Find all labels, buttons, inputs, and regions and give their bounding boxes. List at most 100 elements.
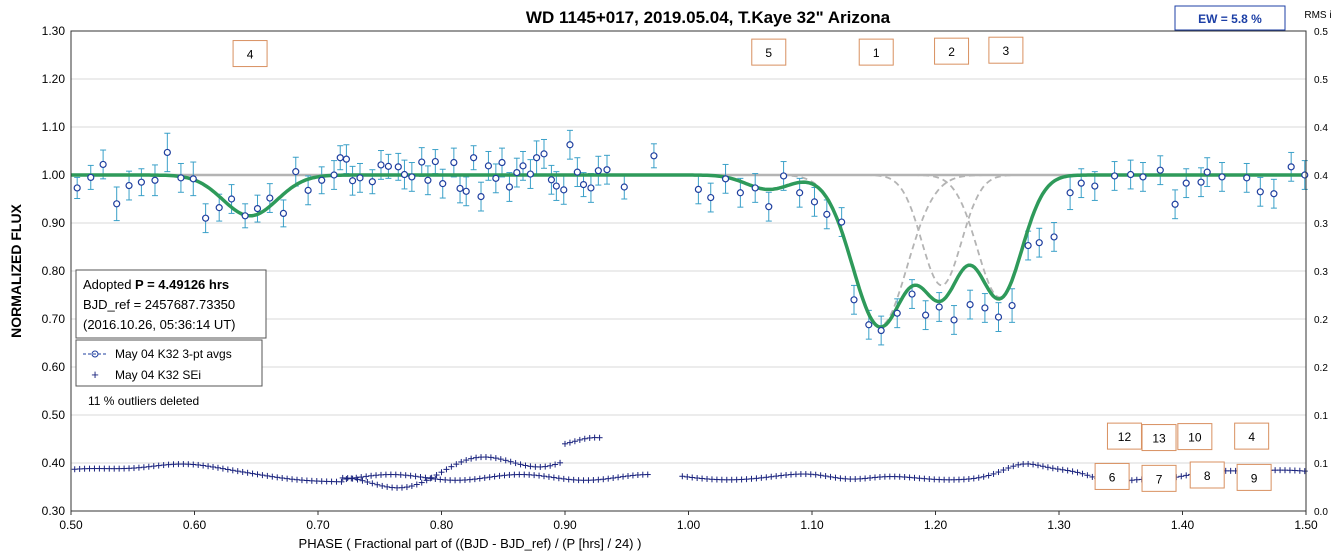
data-point — [484, 162, 493, 170]
dip-label-box — [1177, 423, 1213, 451]
data-point — [877, 326, 885, 335]
info-box-date: (2016.10.26, 05:36:14 UT) — [83, 317, 236, 332]
dip-label-box — [1106, 422, 1142, 450]
data-point — [1243, 174, 1251, 182]
x-tick-label: 0.60 — [183, 518, 207, 532]
data-point — [1287, 163, 1295, 171]
data-point — [1091, 182, 1099, 190]
x-tick-label: 0.50 — [59, 518, 83, 532]
data-point — [377, 161, 385, 169]
data-point — [266, 194, 274, 202]
data-point — [418, 158, 426, 166]
data-point — [1270, 190, 1278, 198]
data-point — [241, 212, 249, 220]
data-point — [922, 311, 930, 319]
data-point — [431, 157, 439, 166]
data-point — [1035, 239, 1043, 247]
data-point — [865, 321, 873, 329]
data-point — [560, 186, 568, 194]
dip-label: 13 — [1152, 432, 1166, 446]
ew-badge-text: EW = 5.8 % — [1198, 12, 1262, 26]
x-tick-label: 0.90 — [553, 518, 577, 532]
dip-label-box — [1236, 463, 1272, 491]
data-point — [348, 177, 357, 185]
info-box-period: P = 4.49126 hrs — [135, 277, 229, 292]
data-point — [950, 316, 958, 324]
x-tick-label: 1.00 — [677, 518, 701, 532]
y2-tick-label: 0.5 — [1314, 27, 1328, 38]
y-tick-label: 0.80 — [42, 264, 66, 278]
y-tick-label: 0.30 — [42, 504, 66, 518]
data-point — [1110, 172, 1119, 180]
y-tick-label: 0.40 — [42, 456, 66, 470]
y-tick-label: 1.30 — [42, 24, 66, 38]
data-point — [981, 304, 989, 312]
y2-tick-label: 0.4 — [1314, 123, 1328, 134]
data-point — [356, 174, 364, 182]
legend-label-avgs: May 04 K32 3-pt avgs — [115, 347, 232, 361]
data-point — [1066, 189, 1074, 197]
data-point — [650, 152, 658, 160]
data-point — [450, 158, 458, 167]
data-point — [470, 154, 478, 162]
y2-tick-label: 0.3 — [1314, 219, 1328, 230]
x-tick-label: 1.10 — [800, 518, 824, 532]
data-point — [1182, 179, 1190, 187]
y2-tick-label: 0.4 — [1314, 171, 1328, 182]
y2-tick-label: 0.1 — [1314, 459, 1328, 470]
data-point — [1218, 173, 1226, 181]
outliers-note: 11 % outliers deleted — [88, 394, 199, 408]
info-box: Adopted P = 4.49126 hrs BJD_ref = 245768… — [75, 269, 267, 339]
x-tick-label: 1.40 — [1171, 518, 1195, 532]
dip-label: 4 — [247, 48, 254, 62]
dip-label-box — [751, 38, 787, 66]
data-point — [400, 170, 409, 179]
dip-label: 6 — [1109, 470, 1116, 484]
data-point — [477, 193, 485, 201]
data-point — [279, 209, 288, 217]
data-point — [566, 141, 574, 149]
dip-label-box — [988, 36, 1024, 64]
data-point — [163, 148, 171, 157]
data-point — [573, 168, 581, 176]
dip-label-box — [1094, 462, 1130, 490]
data-point — [966, 301, 974, 309]
dip-label-box — [232, 40, 268, 68]
chart-title: WD 1145+017, 2019.05.04, T.Kaye 32" Ariz… — [526, 8, 891, 27]
data-point — [318, 176, 326, 184]
data-point — [304, 186, 312, 194]
data-point — [492, 174, 500, 182]
data-point — [189, 175, 197, 183]
data-point — [113, 200, 121, 208]
data-point — [87, 173, 95, 181]
dip-label: 1 — [873, 46, 880, 60]
y2-tick-label: 0.0 — [1314, 507, 1328, 518]
data-point — [994, 313, 1003, 321]
model-curve — [71, 173, 1306, 329]
data-point — [330, 171, 338, 179]
data-point — [137, 178, 145, 186]
dip-label-box — [1141, 424, 1177, 452]
data-point — [594, 167, 602, 175]
data-point — [707, 193, 715, 202]
data-point — [526, 170, 535, 178]
data-point — [336, 154, 344, 162]
data-point — [227, 195, 236, 203]
y-tick-label: 0.90 — [42, 216, 66, 230]
y-tick-label: 0.60 — [42, 360, 66, 374]
data-point — [1050, 233, 1058, 241]
data-point — [1024, 241, 1032, 250]
data-point — [620, 183, 628, 191]
x-tick-label: 1.50 — [1294, 518, 1318, 532]
y-axis-label: NORMALIZED FLUX — [8, 203, 24, 337]
data-point — [1127, 170, 1135, 179]
x-tick-label: 1.30 — [1047, 518, 1071, 532]
y-tick-label: 1.00 — [42, 168, 66, 182]
data-point — [823, 210, 831, 218]
data-point — [721, 175, 730, 183]
y2-tick-label: 0.5 — [1314, 75, 1328, 86]
data-point — [408, 173, 416, 181]
dip-label: 4 — [1248, 430, 1255, 444]
y2-tick-labels: 0.0 0.1 0.1 0.2 0.2 0.3 0.3 0.4 0.4 0.5 0.5 — [1314, 27, 1328, 518]
